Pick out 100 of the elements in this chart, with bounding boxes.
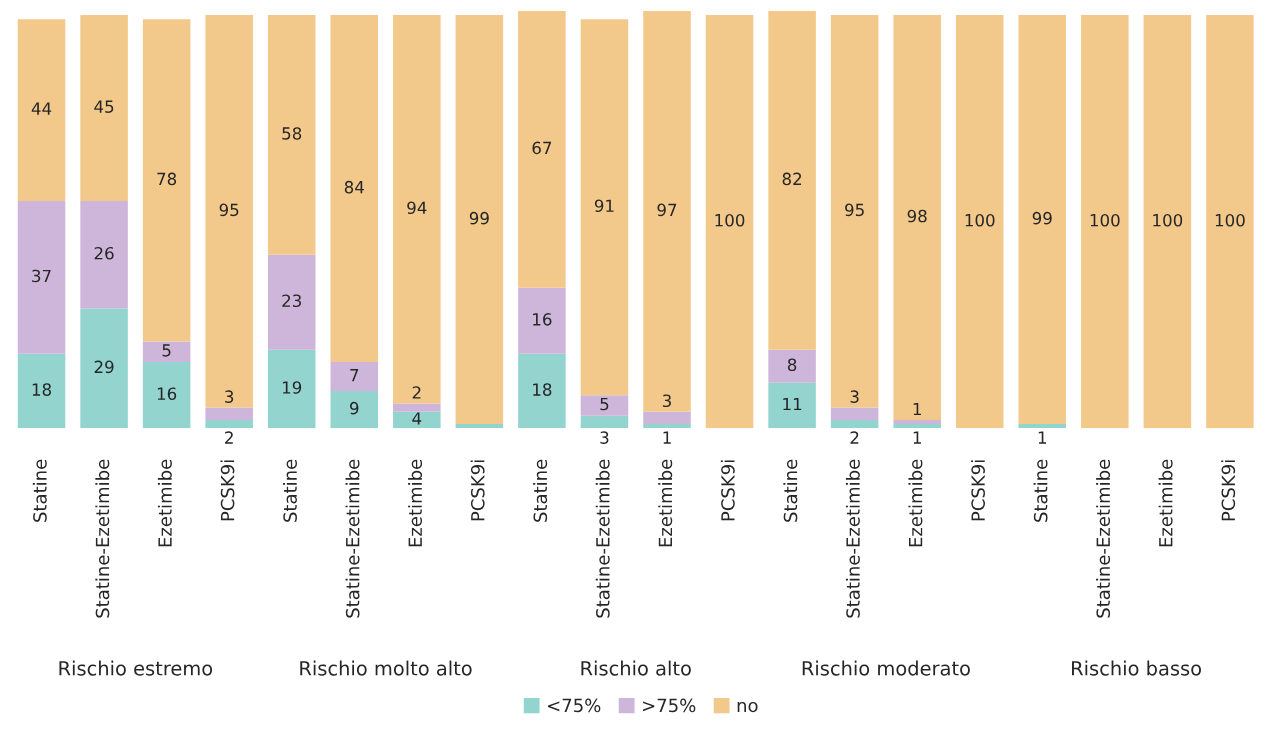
data-label: 18 <box>533 383 552 396</box>
data-label: 100 <box>1090 213 1120 227</box>
data-label: 1 <box>663 431 671 444</box>
data-label: 23 <box>282 294 301 308</box>
x-tick-label: PCSK9i <box>720 460 735 521</box>
x-tick-label: Statine-Ezetimibe <box>595 459 610 618</box>
x-tick-label: Ezetimibe <box>408 459 423 547</box>
data-label: 2 <box>225 431 233 444</box>
bar <box>830 419 879 429</box>
data-label: 1 <box>913 402 921 416</box>
data-label: 82 <box>782 172 802 186</box>
x-tick-label: Ezetimibe <box>157 459 172 547</box>
data-label: 18 <box>32 383 51 396</box>
bar <box>768 10 816 350</box>
data-label: 91 <box>594 199 614 213</box>
data-label: 98 <box>907 209 927 223</box>
data-label: 2 <box>412 386 421 399</box>
data-label: 5 <box>162 344 171 357</box>
x-tick-label: Statine <box>783 459 798 522</box>
x-tick-label: Statine <box>1033 459 1048 522</box>
data-label: 58 <box>282 127 302 140</box>
bar <box>80 15 128 202</box>
bar <box>330 15 379 363</box>
data-label: 26 <box>94 246 114 260</box>
x-tick-label: Ezetimibe <box>658 459 673 547</box>
bar <box>455 15 504 425</box>
bar <box>643 411 691 425</box>
bar <box>393 15 441 404</box>
legend-label: <75% <box>548 698 601 713</box>
bar <box>1143 15 1192 429</box>
data-label: 99 <box>1032 211 1052 225</box>
bar <box>705 15 754 429</box>
x-tick-label: PCSK9i <box>970 460 985 521</box>
data-label: 1 <box>913 431 921 444</box>
data-label: 67 <box>532 141 552 155</box>
data-label: 100 <box>715 213 745 227</box>
data-label: 100 <box>1153 213 1183 227</box>
bar <box>142 19 191 342</box>
legend-label: >75% <box>643 698 696 713</box>
bar <box>1206 15 1254 429</box>
data-label: 44 <box>31 102 52 115</box>
text: Rischio molto alto <box>300 660 472 676</box>
bar <box>80 308 128 429</box>
data-label: 4 <box>412 412 422 425</box>
bar <box>267 254 316 350</box>
data-label: 7 <box>350 369 359 382</box>
bar <box>80 201 128 309</box>
data-label: 100 <box>965 213 995 227</box>
bar <box>1018 424 1067 429</box>
x-tick-label: Statine-Ezetimibe <box>95 459 110 618</box>
bar <box>893 424 941 429</box>
bar <box>955 15 1004 429</box>
bar <box>267 349 316 429</box>
bar <box>330 391 379 429</box>
data-label: 78 <box>157 172 177 186</box>
text: Rischio basso <box>1072 660 1202 676</box>
data-label: 11 <box>783 397 802 411</box>
data-label: 97 <box>657 203 677 217</box>
data-label: 3 <box>662 394 671 408</box>
bar <box>267 15 316 255</box>
data-label: 19 <box>282 381 302 394</box>
data-label: 1 <box>1038 431 1047 444</box>
x-tick-label: PCSK9i <box>220 460 235 521</box>
bar <box>580 19 629 396</box>
bar <box>893 15 941 420</box>
bar <box>205 15 253 408</box>
text: Rischio estremo <box>59 660 213 676</box>
bar <box>768 382 816 429</box>
data-label: 29 <box>94 360 114 374</box>
legend-label: no <box>737 701 758 713</box>
bar <box>518 10 566 288</box>
x-tick-label: Statine-Ezetimibe <box>1096 459 1111 618</box>
data-label: 5 <box>600 397 609 411</box>
data-label: 45 <box>94 100 114 113</box>
bar <box>455 424 504 429</box>
text: Rischio alto <box>581 660 691 676</box>
bar <box>393 411 441 429</box>
bar <box>643 10 691 412</box>
data-label: 100 <box>1215 213 1245 227</box>
bar <box>1081 15 1129 429</box>
bar <box>17 19 66 202</box>
data-label: 95 <box>845 203 864 217</box>
data-label: 16 <box>157 387 177 401</box>
x-tick-label: Statine <box>533 459 548 522</box>
bar <box>205 407 253 420</box>
bar <box>830 15 879 408</box>
bar <box>768 349 816 383</box>
data-label: 37 <box>32 269 51 283</box>
data-label: 95 <box>219 203 239 217</box>
x-tick-label: Statine-Ezetimibe <box>345 459 360 618</box>
x-tick-label: Ezetimibe <box>1158 459 1173 547</box>
x-tick-label: PCSK9i <box>1221 460 1236 521</box>
data-label: 8 <box>787 358 797 372</box>
data-label: 99 <box>469 211 489 225</box>
data-label: 3 <box>600 431 609 444</box>
data-label: 16 <box>533 313 552 326</box>
data-label: 84 <box>344 180 364 194</box>
bar <box>643 424 691 429</box>
bar <box>1018 15 1067 425</box>
x-tick-label: Ezetimibe <box>908 459 923 547</box>
